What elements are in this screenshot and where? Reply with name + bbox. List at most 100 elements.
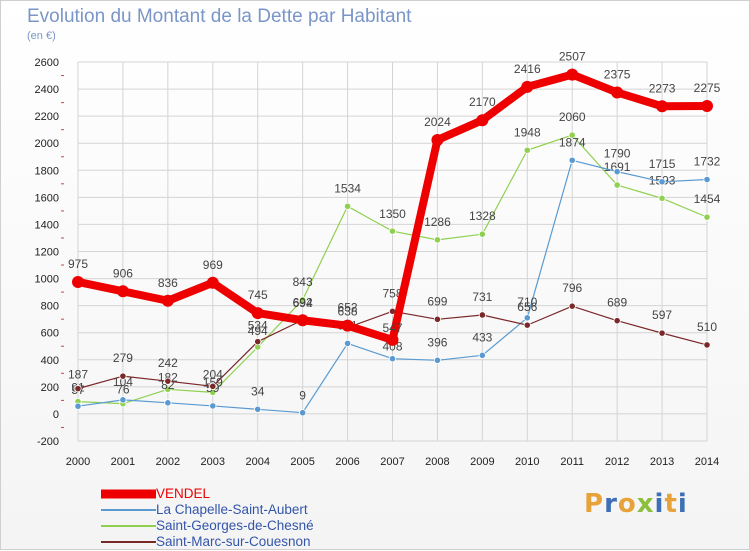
data-label: 652 bbox=[338, 301, 358, 315]
data-point bbox=[341, 319, 354, 332]
data-label: 2416 bbox=[514, 62, 541, 76]
legend-item: VENDEL bbox=[101, 486, 401, 502]
data-point bbox=[568, 156, 576, 164]
data-label: 694 bbox=[293, 296, 313, 310]
x-tick-label: 2003 bbox=[201, 456, 225, 468]
data-point bbox=[703, 213, 711, 221]
data-label: 731 bbox=[472, 290, 492, 304]
data-point bbox=[568, 131, 576, 139]
y-tick-label: 800 bbox=[41, 301, 59, 313]
data-point bbox=[523, 321, 531, 329]
data-point bbox=[251, 307, 264, 320]
data-label: 796 bbox=[562, 281, 582, 295]
data-point bbox=[478, 311, 486, 319]
data-label: 1790 bbox=[604, 147, 631, 161]
y-tick-label: 1200 bbox=[35, 247, 59, 259]
data-label: 2273 bbox=[649, 81, 676, 95]
data-point bbox=[74, 385, 82, 393]
x-tick-label: 2007 bbox=[380, 456, 404, 468]
data-label: 494 bbox=[248, 324, 268, 338]
data-point bbox=[433, 315, 442, 323]
data-label: 187 bbox=[68, 368, 88, 382]
data-label: 433 bbox=[472, 330, 492, 344]
data-point bbox=[523, 314, 531, 322]
x-tick-label: 2002 bbox=[156, 456, 180, 468]
data-point bbox=[72, 275, 84, 288]
data-point bbox=[703, 175, 711, 184]
data-point bbox=[478, 351, 486, 359]
data-point bbox=[74, 402, 82, 410]
data-point bbox=[658, 194, 666, 202]
data-label: 76 bbox=[116, 383, 130, 397]
legend-item: La Chapelle-Saint-Aubert bbox=[101, 502, 401, 518]
data-label: 1732 bbox=[694, 154, 721, 168]
data-point bbox=[613, 168, 621, 176]
data-label: 1286 bbox=[424, 215, 451, 229]
data-point bbox=[658, 178, 666, 186]
data-label: 699 bbox=[427, 294, 447, 308]
data-point bbox=[568, 302, 576, 310]
logo-letter: P bbox=[584, 489, 605, 519]
data-label: 204 bbox=[203, 367, 223, 381]
data-label: 1948 bbox=[514, 125, 541, 139]
data-label: 692 bbox=[293, 295, 313, 309]
y-tick-label: 1400 bbox=[35, 219, 59, 231]
x-tick-label: 2000 bbox=[66, 456, 90, 468]
data-label: 745 bbox=[248, 288, 268, 302]
logo-letter: t bbox=[664, 489, 678, 519]
y-tick-label: 1600 bbox=[35, 192, 59, 204]
data-label: 638 bbox=[338, 305, 358, 319]
data-label: 2375 bbox=[604, 67, 631, 81]
legend: VENDEL La Chapelle-Saint-Aubert Saint-Ge… bbox=[101, 486, 401, 550]
y-tick-label: 2200 bbox=[35, 111, 59, 123]
data-point bbox=[164, 377, 172, 385]
data-label: 2060 bbox=[559, 110, 586, 124]
x-tick-label: 2014 bbox=[695, 456, 719, 468]
y-tick-label: 2000 bbox=[35, 138, 59, 150]
data-label: 1715 bbox=[649, 157, 676, 171]
data-label: 975 bbox=[68, 257, 88, 271]
data-label: 396 bbox=[427, 335, 447, 349]
x-tick-label: 2008 bbox=[425, 456, 449, 468]
x-tick-label: 2006 bbox=[335, 456, 359, 468]
data-label: 1454 bbox=[694, 192, 721, 206]
data-point bbox=[343, 339, 352, 348]
data-point bbox=[701, 99, 713, 112]
data-point bbox=[613, 181, 621, 189]
data-label: 34 bbox=[251, 384, 265, 398]
x-tick-label: 2004 bbox=[245, 456, 269, 468]
legend-label: Saint-Georges-de-Chesné bbox=[156, 518, 314, 533]
logo-letter: i bbox=[677, 489, 688, 519]
legend-swatch bbox=[101, 509, 156, 511]
data-point bbox=[209, 382, 217, 390]
data-point bbox=[254, 338, 262, 346]
proxiti-logo: Proxiti bbox=[584, 489, 688, 519]
data-point bbox=[611, 86, 624, 99]
data-label: 836 bbox=[158, 276, 178, 290]
data-point bbox=[161, 294, 174, 307]
data-point bbox=[164, 399, 172, 407]
data-label: 2275 bbox=[694, 81, 721, 95]
x-tick-label: 2009 bbox=[470, 456, 494, 468]
data-point bbox=[566, 68, 579, 81]
data-label: 710 bbox=[517, 295, 537, 309]
legend-label: La Chapelle-Saint-Aubert bbox=[156, 502, 308, 517]
x-tick-label: 2010 bbox=[515, 456, 539, 468]
logo-letter: r bbox=[604, 489, 618, 519]
data-point bbox=[209, 402, 217, 410]
chart-subtitle: (en €) bbox=[27, 30, 56, 42]
data-label: 2024 bbox=[424, 115, 451, 129]
y-tick-label: 1000 bbox=[35, 274, 59, 286]
data-point bbox=[116, 285, 129, 298]
data-point bbox=[299, 296, 307, 304]
data-point bbox=[388, 227, 397, 235]
data-label: 758 bbox=[382, 286, 402, 300]
x-tick-label: 2013 bbox=[650, 456, 674, 468]
data-point bbox=[119, 372, 127, 380]
data-point bbox=[119, 396, 127, 404]
x-tick-label: 2012 bbox=[605, 456, 629, 468]
data-point bbox=[164, 385, 172, 393]
logo-letter: i bbox=[654, 489, 665, 519]
y-tick-label: -200 bbox=[37, 436, 59, 448]
